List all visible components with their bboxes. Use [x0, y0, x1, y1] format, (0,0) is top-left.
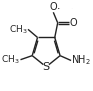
Ellipse shape: [43, 64, 49, 70]
Text: S: S: [43, 62, 50, 72]
Text: CH$_3$: CH$_3$: [9, 23, 28, 36]
Text: CH$_3$: CH$_3$: [1, 53, 20, 66]
Text: O: O: [69, 18, 77, 28]
Text: O: O: [49, 2, 57, 12]
Text: NH$_2$: NH$_2$: [71, 54, 91, 67]
